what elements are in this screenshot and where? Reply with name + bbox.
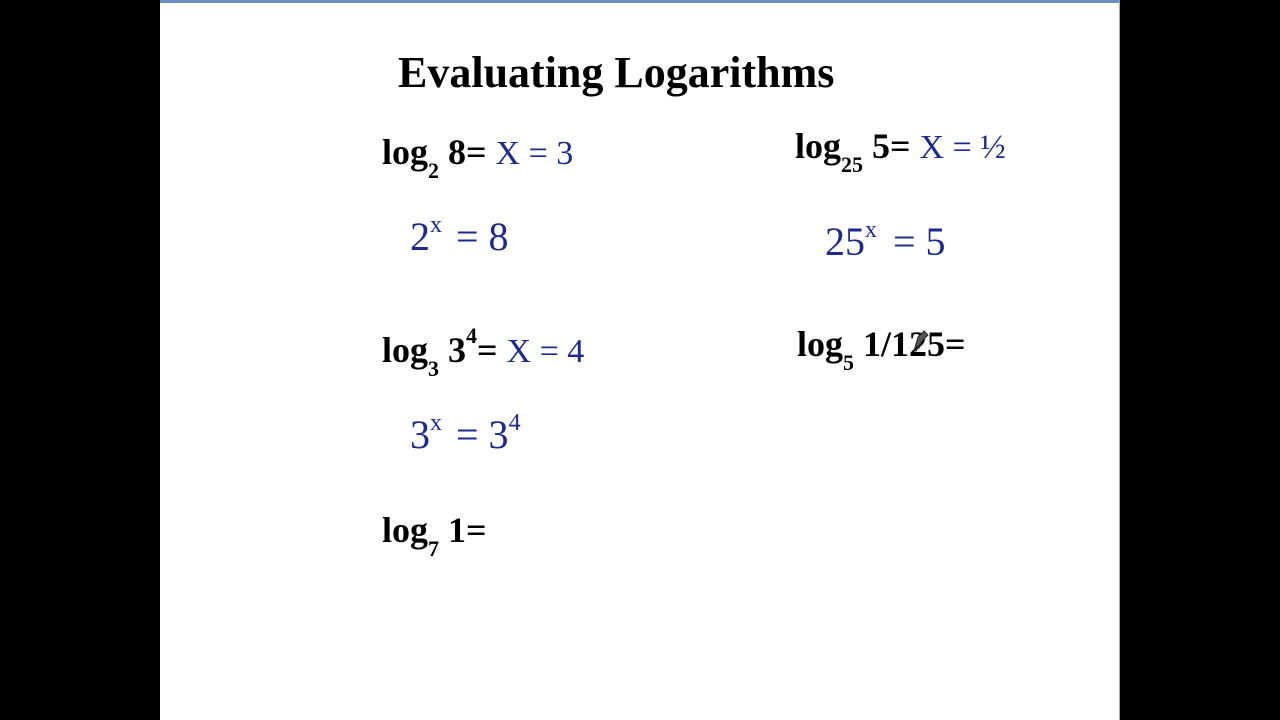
equals-sign: = bbox=[466, 510, 487, 550]
work-exp: x bbox=[865, 217, 877, 243]
work-exp: x bbox=[430, 410, 442, 436]
problem-4: log5 1/125= bbox=[797, 323, 966, 370]
work-rhs: = 8 bbox=[456, 214, 509, 259]
slide-title: Evaluating Logarithms bbox=[398, 47, 834, 98]
problem-2-work: 25x = 5 bbox=[825, 218, 946, 265]
pen-cursor-icon bbox=[912, 325, 930, 353]
problem-2: log25 5= X = ½ bbox=[795, 125, 1006, 172]
equals-sign: = bbox=[466, 132, 487, 172]
slide-canvas: Evaluating Logarithms log2 8= X = 3 2x =… bbox=[160, 0, 1120, 720]
log-base: 7 bbox=[428, 536, 439, 561]
work-base: 25 bbox=[825, 219, 865, 264]
answer-hand: X = 4 bbox=[507, 333, 585, 370]
work-base: 2 bbox=[410, 214, 430, 259]
log-label: log bbox=[382, 132, 428, 172]
equals-sign: = bbox=[477, 330, 498, 370]
log-label: log bbox=[797, 324, 843, 364]
problem-1: log2 8= X = 3 bbox=[382, 131, 573, 178]
problem-5: log7 1= bbox=[382, 509, 487, 556]
work-rhs: = 3 bbox=[456, 412, 509, 457]
work-rhs-sup: 4 bbox=[509, 410, 521, 436]
problem-3: log3 34= X = 4 bbox=[382, 329, 584, 376]
log-base: 2 bbox=[428, 158, 439, 183]
log-arg-sup: 4 bbox=[466, 323, 477, 348]
log-base: 3 bbox=[428, 356, 439, 381]
log-arg: 1/125 bbox=[863, 324, 945, 364]
answer-hand: X = ½ bbox=[920, 129, 1006, 166]
work-rhs: = 5 bbox=[893, 219, 946, 264]
log-label: log bbox=[382, 510, 428, 550]
log-arg: 5 bbox=[872, 126, 890, 166]
log-base: 25 bbox=[841, 152, 863, 177]
log-arg: 8 bbox=[448, 132, 466, 172]
log-arg: 3 bbox=[448, 330, 466, 370]
log-label: log bbox=[795, 126, 841, 166]
log-label: log bbox=[382, 330, 428, 370]
work-base: 3 bbox=[410, 412, 430, 457]
answer-hand: X = 3 bbox=[496, 135, 574, 172]
log-arg: 1 bbox=[448, 510, 466, 550]
equals-sign: = bbox=[890, 126, 911, 166]
work-exp: x bbox=[430, 212, 442, 238]
equals-sign: = bbox=[945, 324, 966, 364]
problem-1-work: 2x = 8 bbox=[410, 213, 509, 260]
log-base: 5 bbox=[843, 350, 854, 375]
problem-3-work: 3x = 34 bbox=[410, 411, 521, 458]
